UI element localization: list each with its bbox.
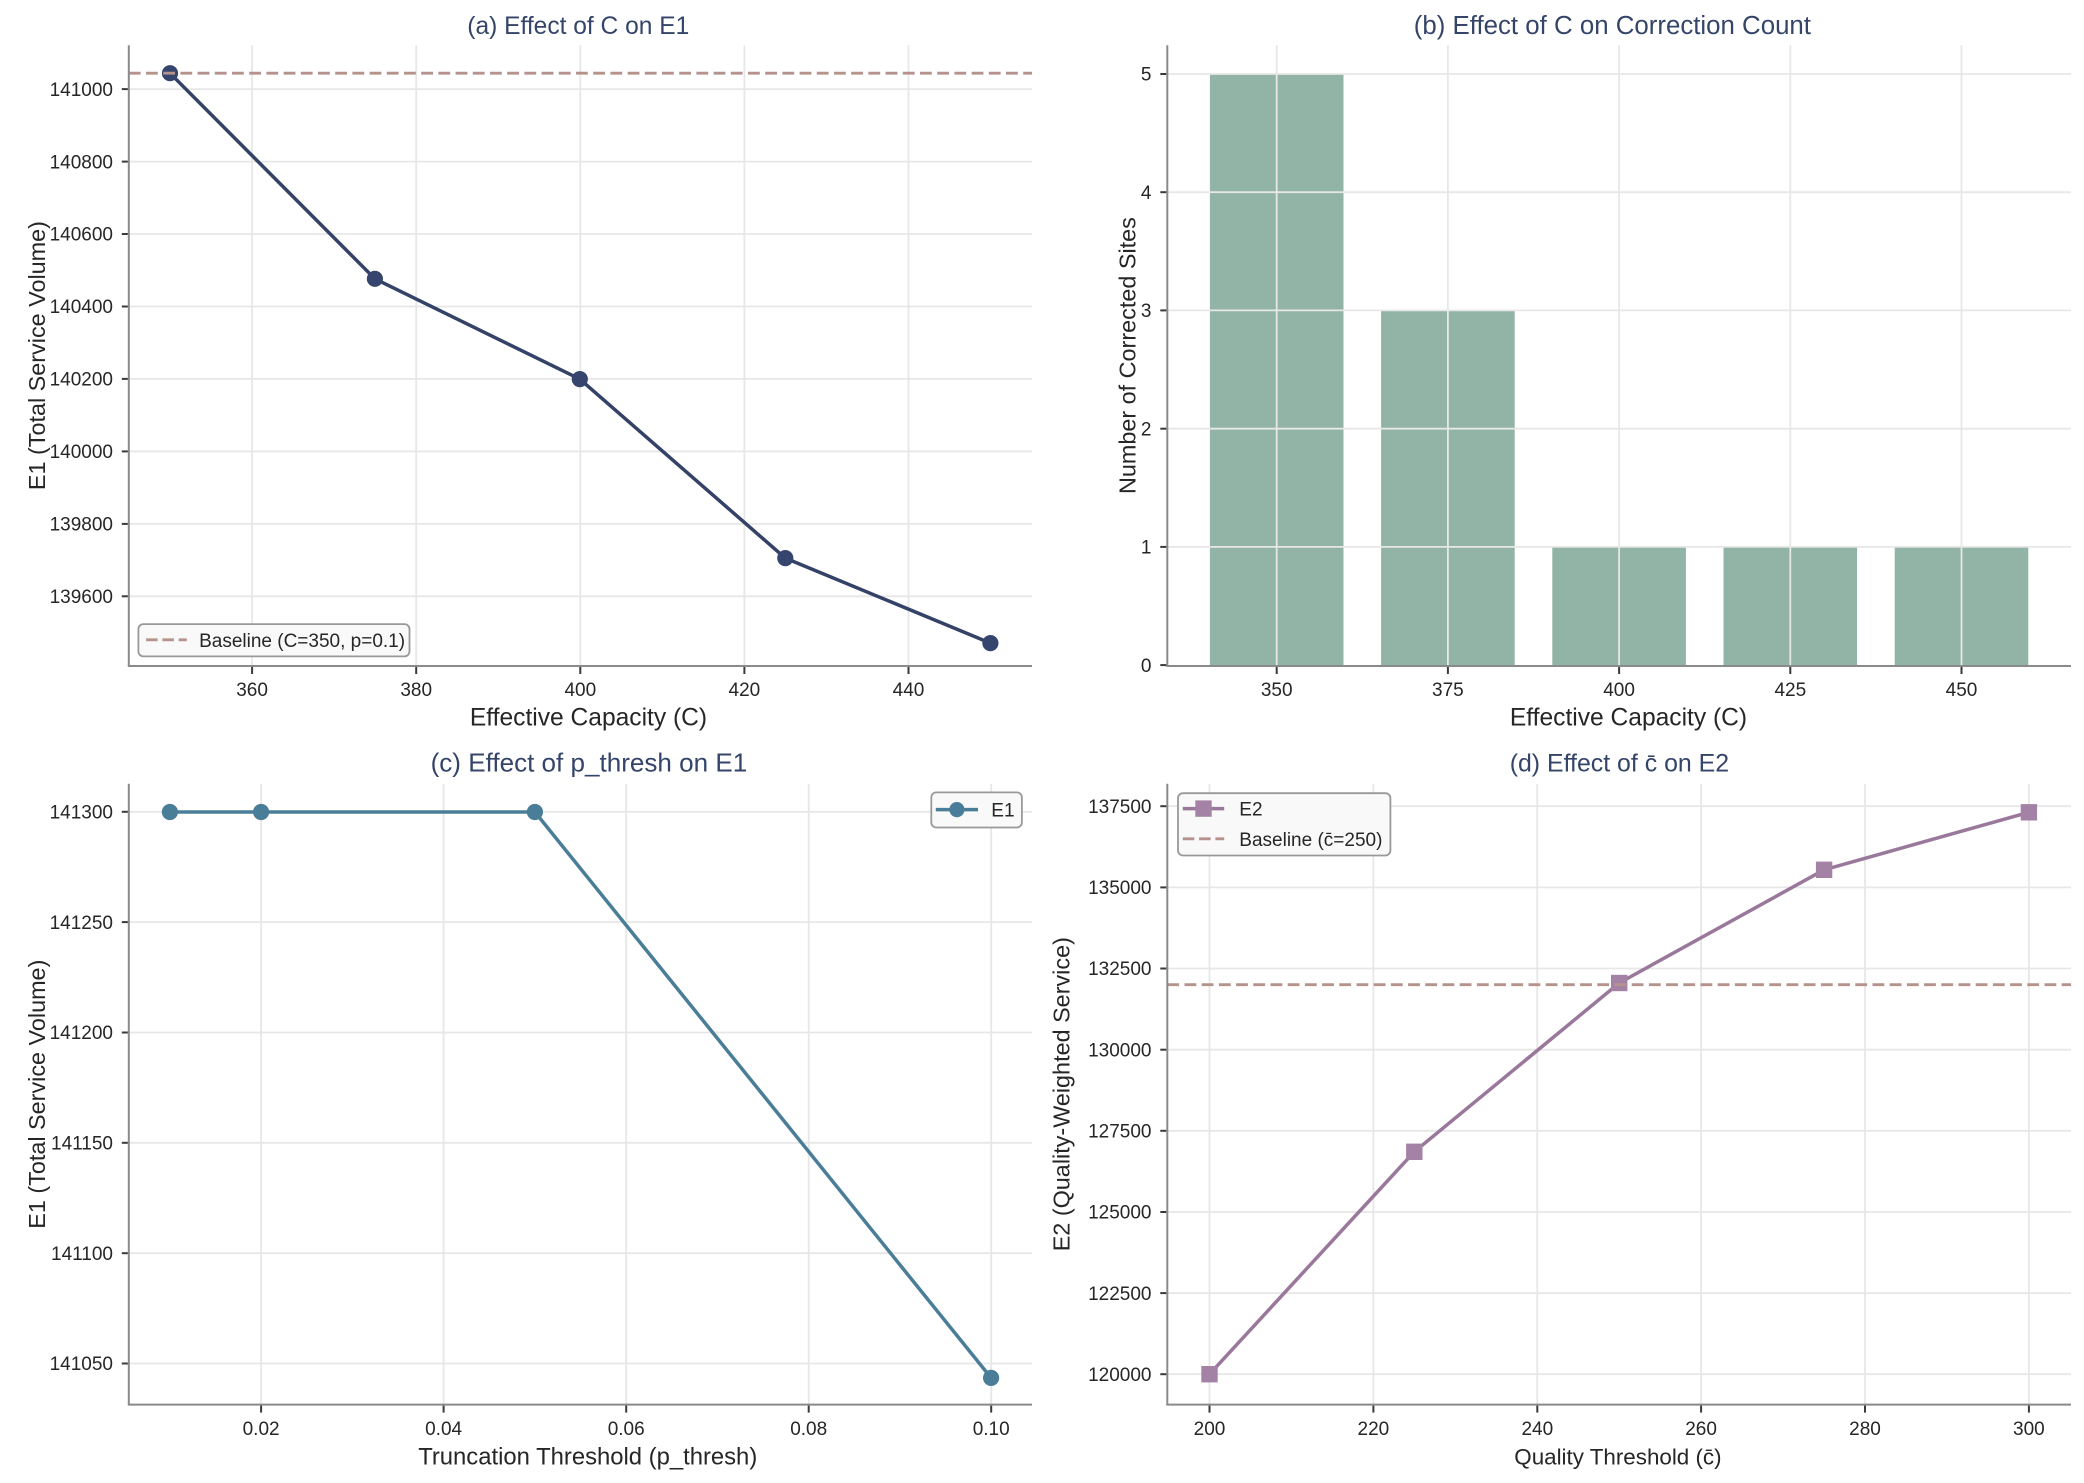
svg-text:300: 300: [2013, 1419, 2045, 1440]
svg-text:141150: 141150: [51, 1134, 113, 1155]
svg-text:350: 350: [1261, 680, 1293, 701]
svg-text:122500: 122500: [1088, 1284, 1151, 1305]
svg-text:380: 380: [400, 680, 432, 701]
svg-text:120000: 120000: [1088, 1365, 1151, 1386]
svg-text:0.02: 0.02: [243, 1419, 280, 1440]
svg-text:139800: 139800: [50, 515, 113, 536]
svg-text:E1: E1: [991, 801, 1014, 822]
svg-text:(a) Effect of C on E1: (a) Effect of C on E1: [467, 13, 689, 40]
svg-text:(c) Effect of p_thresh on E1: (c) Effect of p_thresh on E1: [431, 747, 748, 777]
svg-text:130000: 130000: [1088, 1040, 1151, 1061]
svg-text:0.08: 0.08: [790, 1419, 827, 1440]
svg-text:141000: 141000: [50, 80, 113, 101]
svg-text:400: 400: [564, 680, 596, 701]
svg-text:0.10: 0.10: [973, 1419, 1010, 1440]
svg-text:Effective Capacity (C): Effective Capacity (C): [470, 705, 707, 732]
svg-text:(d) Effect of c̄ on E2: (d) Effect of c̄ on E2: [1510, 749, 1729, 777]
svg-text:200: 200: [1194, 1419, 1226, 1440]
svg-text:E2: E2: [1239, 800, 1262, 821]
svg-text:Baseline (c̄=250): Baseline (c̄=250): [1239, 830, 1382, 851]
svg-text:2: 2: [1141, 419, 1152, 440]
svg-text:E1 (Total Service Volume): E1 (Total Service Volume): [24, 221, 50, 490]
svg-text:(b) Effect of C on Correction: (b) Effect of C on Correction Count: [1414, 12, 1811, 40]
svg-text:E2 (Quality-Weighted Service): E2 (Quality-Weighted Service): [1049, 937, 1075, 1251]
svg-text:4: 4: [1141, 183, 1152, 204]
svg-text:Number of Corrected Sites: Number of Corrected Sites: [1115, 217, 1141, 494]
svg-text:140800: 140800: [50, 152, 113, 173]
svg-text:425: 425: [1774, 680, 1806, 701]
svg-text:141050: 141050: [50, 1354, 113, 1375]
svg-text:440: 440: [893, 680, 925, 701]
svg-text:140000: 140000: [50, 442, 113, 463]
svg-text:140600: 140600: [50, 225, 113, 246]
svg-text:141200: 141200: [50, 1023, 113, 1044]
svg-text:141250: 141250: [50, 913, 113, 934]
svg-text:127500: 127500: [1088, 1122, 1151, 1143]
svg-text:5: 5: [1141, 65, 1152, 86]
svg-text:400: 400: [1603, 680, 1635, 701]
svg-text:E1 (Total Service Volume): E1 (Total Service Volume): [24, 960, 50, 1229]
svg-text:141300: 141300: [50, 803, 113, 824]
svg-text:135000: 135000: [1088, 878, 1151, 899]
svg-text:3: 3: [1141, 301, 1152, 322]
svg-text:375: 375: [1432, 680, 1464, 701]
svg-text:140200: 140200: [50, 370, 113, 391]
svg-text:Truncation Threshold (p_thresh: Truncation Threshold (p_thresh): [418, 1443, 757, 1470]
svg-text:Effective Capacity (C): Effective Capacity (C): [1510, 705, 1747, 732]
svg-text:Quality Threshold (c̄): Quality Threshold (c̄): [1514, 1444, 1721, 1469]
svg-text:240: 240: [1521, 1419, 1553, 1440]
svg-text:0: 0: [1141, 656, 1152, 677]
svg-text:360: 360: [236, 680, 268, 701]
svg-text:Baseline (C=350, p=0.1): Baseline (C=350, p=0.1): [199, 631, 405, 652]
svg-text:125000: 125000: [1088, 1203, 1151, 1224]
svg-text:139600: 139600: [50, 587, 113, 608]
svg-text:140400: 140400: [50, 297, 113, 318]
svg-text:0.04: 0.04: [425, 1419, 462, 1440]
svg-text:137500: 137500: [1088, 797, 1151, 818]
svg-text:450: 450: [1946, 680, 1978, 701]
svg-text:260: 260: [1685, 1419, 1717, 1440]
svg-text:1: 1: [1141, 538, 1152, 559]
svg-text:420: 420: [729, 680, 761, 701]
svg-text:132500: 132500: [1088, 959, 1151, 980]
svg-text:280: 280: [1849, 1419, 1881, 1440]
svg-text:220: 220: [1358, 1419, 1390, 1440]
svg-text:0.06: 0.06: [608, 1419, 645, 1440]
svg-text:141100: 141100: [51, 1244, 113, 1265]
